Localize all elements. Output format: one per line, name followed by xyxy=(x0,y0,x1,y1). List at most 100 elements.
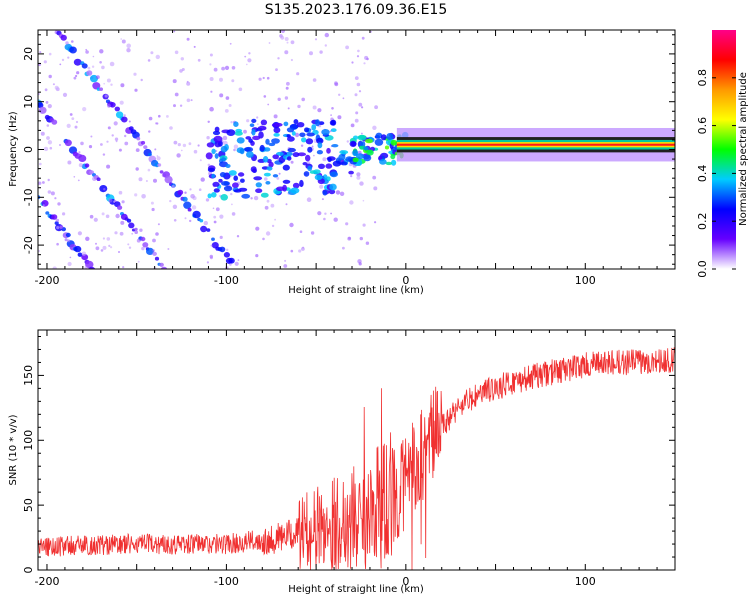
spectrogram-cluster-blob xyxy=(318,163,325,169)
spectrogram-speckle xyxy=(137,260,140,263)
spectrogram-speckle xyxy=(134,88,138,92)
spectrogram-speckle xyxy=(280,30,285,34)
spectrogram-speckle xyxy=(319,50,323,54)
spectrogram-speckle xyxy=(226,248,229,251)
spectrogram-speckle xyxy=(46,136,50,140)
spectrogram-speckle xyxy=(118,148,122,152)
spectrogram-speckle xyxy=(81,251,87,256)
spectrogram-cluster-blob xyxy=(258,131,264,139)
spectrogram-speckle xyxy=(76,71,80,75)
spectrogram-cluster-blob xyxy=(316,150,323,155)
spectrogram-stripe-blob xyxy=(41,200,49,207)
spectrogram-x-tick-label: 100 xyxy=(575,274,596,287)
spectrogram-speckle xyxy=(89,214,94,219)
spectrogram-speckle xyxy=(54,85,59,90)
spectrogram-speckle xyxy=(330,114,332,116)
spectrogram-stripe-blob xyxy=(140,236,146,242)
spectrogram-speckle xyxy=(339,191,345,196)
spectrogram-speckle xyxy=(67,56,70,59)
spectrogram-speckle xyxy=(124,134,127,138)
spectrogram-speckle xyxy=(46,124,50,127)
spectrogram-speckle xyxy=(174,50,179,55)
snr-x-tick-label: -200 xyxy=(34,575,59,588)
spectrogram-speckle xyxy=(151,207,155,212)
spectrogram-speckle xyxy=(153,178,157,183)
spectrogram-cluster-blob xyxy=(205,152,213,160)
spectrogram-speckle xyxy=(213,67,218,72)
snr-x-tick-label: 0 xyxy=(402,575,409,588)
spectrogram-stripe-blob xyxy=(136,136,141,141)
spectrogram-speckle xyxy=(237,259,240,261)
spectrogram-cluster-blob xyxy=(211,148,216,154)
spectrogram-speckle xyxy=(78,151,81,154)
spectrogram-speckle xyxy=(106,237,111,241)
spectrogram-stripe-blob xyxy=(200,225,208,233)
spectrogram-speckle xyxy=(221,66,226,71)
spectrogram-speckle xyxy=(102,237,105,240)
spectrogram-speckle xyxy=(126,43,131,49)
spectrogram-speckle xyxy=(39,51,42,54)
spectrogram-y-tick-label: 0 xyxy=(22,146,35,153)
spectrogram-cluster-blob xyxy=(352,157,359,163)
spectrogram-speckle xyxy=(56,242,59,246)
spectrogram-speckle xyxy=(213,220,217,224)
spectrogram-cluster-blob xyxy=(316,137,324,144)
spectrogram-speckle xyxy=(286,81,290,86)
spectrogram-cluster-blob xyxy=(253,176,263,181)
spectrogram-speckle xyxy=(206,136,210,140)
spectrogram-speckle xyxy=(276,177,280,180)
spectrogram-speckle xyxy=(113,121,118,126)
spectrogram-speckle xyxy=(222,135,228,141)
spectrogram-speckle xyxy=(203,220,208,226)
spectrogram-speckle xyxy=(322,157,327,162)
spectrogram-cluster-blob xyxy=(207,193,212,199)
spectrogram-speckle xyxy=(229,263,232,266)
spectrogram-cluster-blob xyxy=(305,138,314,145)
spectrogram-speckle xyxy=(91,65,95,68)
spectrogram-speckle xyxy=(361,36,365,40)
spectrogram-speckle xyxy=(67,261,72,267)
spectrogram-speckle xyxy=(219,77,223,82)
spectrogram-speckle xyxy=(184,217,187,220)
spectrogram-speckle xyxy=(198,188,202,191)
spectrogram-speckle xyxy=(118,190,123,195)
spectrogram-speckle xyxy=(102,245,107,250)
colorbar-tick-label: 0.6 xyxy=(696,117,709,135)
spectrogram-cluster-blob xyxy=(365,138,373,144)
spectrogram-speckle xyxy=(361,106,364,109)
spectrogram-speckle xyxy=(181,149,183,152)
spectrogram-cluster-blob xyxy=(380,134,387,141)
spectrogram-ticks xyxy=(38,30,676,269)
spectrogram-speckle xyxy=(110,246,113,249)
spectrogram-speckle xyxy=(150,201,154,205)
spectrogram-cluster-blob xyxy=(221,181,230,186)
spectrogram-speckle xyxy=(290,249,294,253)
spectrogram-speckle xyxy=(355,111,359,115)
spectrogram-cluster-blob xyxy=(251,129,256,136)
spectrogram-cluster-blob xyxy=(287,147,296,153)
spectrogram-speckle xyxy=(312,105,317,110)
spectrogram-speckle xyxy=(85,48,88,51)
spectrogram-speckle xyxy=(234,261,239,266)
spectrogram-stripe-blob xyxy=(154,256,160,261)
spectrogram-cluster-blob xyxy=(274,122,283,127)
spectrogram-speckle xyxy=(337,115,342,120)
spectrogram-speckle xyxy=(158,114,161,118)
spectrogram-cluster-blob xyxy=(391,159,397,166)
spectrogram-stripe-blob xyxy=(38,102,44,109)
spectrogram-speckle xyxy=(121,200,125,204)
spectrogram-speckle xyxy=(331,107,334,110)
spectrogram-speckle xyxy=(345,45,349,50)
spectrogram-speckle xyxy=(100,249,104,252)
spectrogram-speckle xyxy=(209,63,212,66)
spectrogram-speckle xyxy=(69,113,73,116)
spectrogram-cluster-blob xyxy=(257,125,267,131)
spectrogram-cluster-blob xyxy=(214,153,219,159)
spectrogram-speckle xyxy=(42,204,45,207)
spectrogram-speckle xyxy=(190,99,193,102)
spectrogram-cluster-blob xyxy=(206,142,215,148)
spectrogram-speckle xyxy=(317,108,322,113)
spectrogram-cluster-blob xyxy=(291,131,296,136)
spectrogram-cluster-blob xyxy=(255,188,263,193)
spectrogram-speckle xyxy=(120,220,125,225)
